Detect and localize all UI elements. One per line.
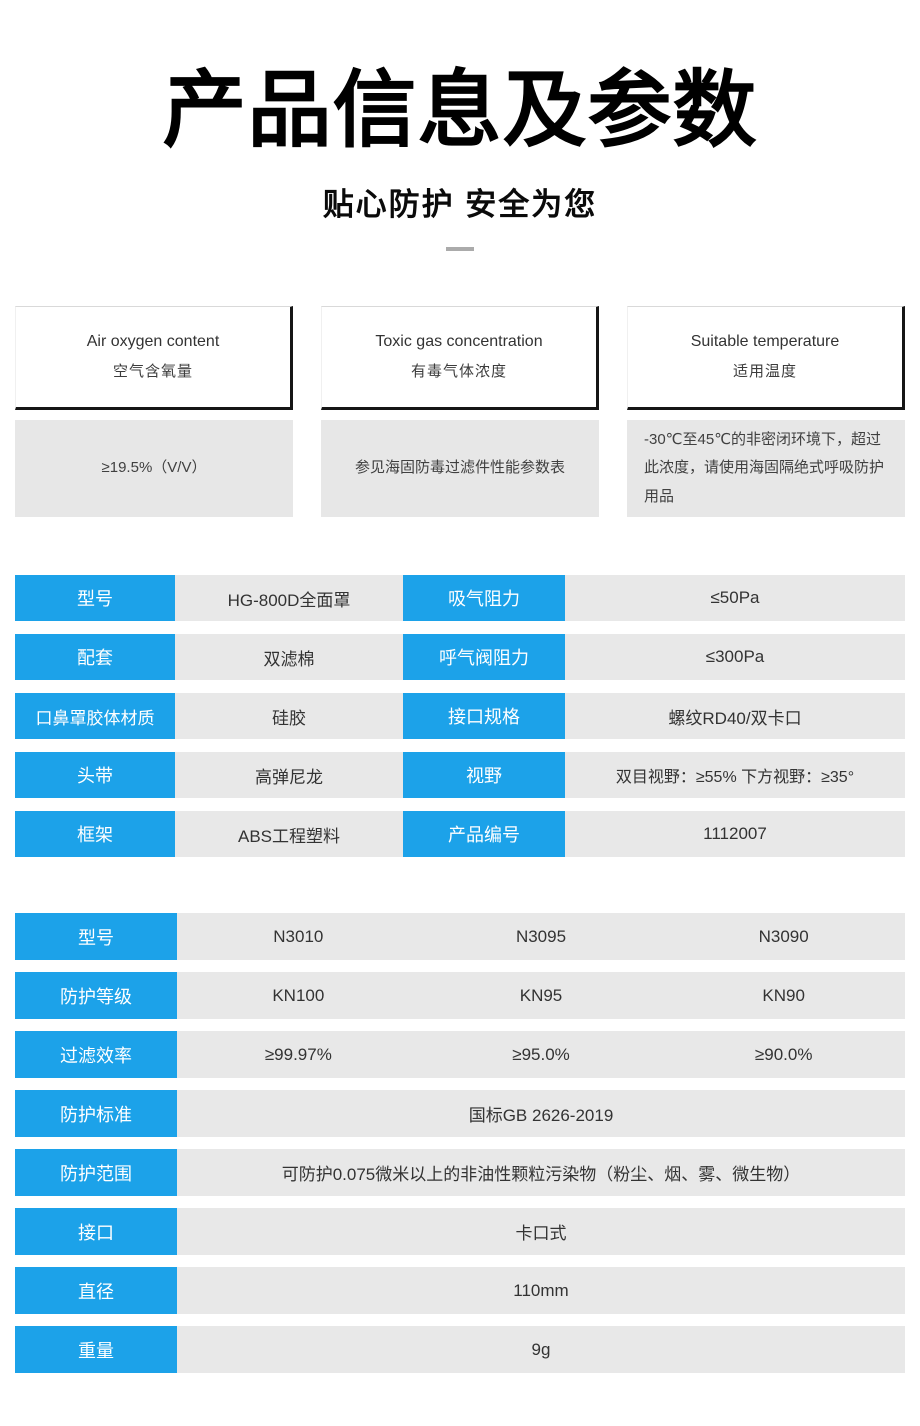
filter-values: 9g	[177, 1326, 905, 1373]
filter-values: ≥99.97% ≥95.0% ≥90.0%	[177, 1031, 905, 1078]
filter-value: KN90	[762, 985, 805, 1005]
spec-label: 产品编号	[403, 811, 565, 857]
filter-label: 直径	[15, 1267, 177, 1314]
table-row: 过滤效率 ≥99.97% ≥95.0% ≥90.0%	[15, 1031, 905, 1078]
card-value: -30℃至45℃的非密闭环境下，超过此浓度，请使用海固隔绝式呼吸防护用品	[627, 420, 905, 517]
card-title-en: Suitable temperature	[690, 333, 840, 350]
card-value: 参见海固防毒过滤件性能参数表	[321, 420, 599, 517]
card-header: Toxic gas concentration 有毒气体浓度	[321, 306, 599, 410]
product-info-page: 产品信息及参数 贴心防护 安全为您 Air oxygen content 空气含…	[0, 0, 920, 1373]
filter-value: KN95	[519, 985, 563, 1005]
filter-label: 重量	[15, 1326, 177, 1373]
filter-value: ≥95.0%	[512, 1044, 570, 1064]
filter-value: 可防护0.075微米以上的非油性颗粒污染物（粉尘、烟、雾、微生物）	[281, 1165, 801, 1184]
filter-value: 110mm	[513, 1280, 569, 1300]
filter-value: 9g	[531, 1339, 551, 1359]
card-value: ≥19.5%（V/V）	[15, 420, 293, 517]
info-card-toxic-gas: Toxic gas concentration 有毒气体浓度 参见海固防毒过滤件…	[321, 306, 599, 517]
info-card-oxygen: Air oxygen content 空气含氧量 ≥19.5%（V/V）	[15, 306, 293, 517]
table-row: 口鼻罩胶体材质 硅胶 接口规格 螺纹RD40/双卡口	[15, 693, 905, 739]
table-row: 防护标准 国标GB 2626-2019	[15, 1090, 905, 1137]
table-row: 型号 HG-800D全面罩 吸气阻力 ≤50Pa	[15, 575, 905, 621]
table-row: 框架 ABS工程塑料 产品编号 1112007	[15, 811, 905, 857]
filter-label: 防护标准	[15, 1090, 177, 1137]
spec-value: 1112007	[565, 811, 905, 857]
table-row: 重量 9g	[15, 1326, 905, 1373]
spec-label: 吸气阻力	[403, 575, 565, 621]
filter-values: 卡口式	[177, 1208, 905, 1255]
info-card-temperature: Suitable temperature 适用温度 -30℃至45℃的非密闭环境…	[627, 306, 905, 517]
card-title-en: Toxic gas concentration	[375, 333, 543, 350]
header-divider	[446, 247, 474, 251]
filter-value: 卡口式	[515, 1224, 567, 1243]
filter-value: ≥90.0%	[754, 1044, 813, 1064]
spec-label: 型号	[15, 575, 175, 621]
page-title: 产品信息及参数	[162, 63, 758, 157]
filter-label: 接口	[15, 1208, 177, 1255]
spec-value: 硅胶	[175, 693, 403, 739]
filter-values: N3010 N3095 N3090	[177, 913, 905, 960]
filter-values: 国标GB 2626-2019	[177, 1090, 905, 1137]
spec-label: 框架	[15, 811, 175, 857]
card-header: Air oxygen content 空气含氧量	[15, 306, 293, 410]
mask-spec-table: 型号 HG-800D全面罩 吸气阻力 ≤50Pa 配套 双滤棉 呼气阀阻力 ≤3…	[0, 575, 920, 857]
spec-value: HG-800D全面罩	[175, 575, 403, 621]
filter-values: KN100 KN95 KN90	[177, 972, 905, 1019]
info-cards: Air oxygen content 空气含氧量 ≥19.5%（V/V） Tox…	[0, 306, 920, 517]
filter-value: 国标GB 2626-2019	[468, 1106, 614, 1125]
filter-values: 可防护0.075微米以上的非油性颗粒污染物（粉尘、烟、雾、微生物）	[177, 1149, 905, 1196]
card-title-en: Air oxygen content	[86, 333, 220, 350]
table-row: 防护等级 KN100 KN95 KN90	[15, 972, 905, 1019]
spec-label: 呼气阀阻力	[403, 634, 565, 680]
page-header: 产品信息及参数 贴心防护 安全为您	[0, 0, 920, 251]
table-row: 防护范围 可防护0.075微米以上的非油性颗粒污染物（粉尘、烟、雾、微生物）	[15, 1149, 905, 1196]
filter-label: 防护范围	[15, 1149, 177, 1196]
card-title-zh: 适用温度	[732, 363, 797, 380]
table-row: 型号 N3010 N3095 N3090	[15, 913, 905, 960]
spec-value: ≤300Pa	[565, 634, 905, 680]
filter-value: N3095	[515, 926, 567, 946]
spec-label: 配套	[15, 634, 175, 680]
spec-label: 头带	[15, 752, 175, 798]
filter-spec-table: 型号 N3010 N3095 N3090 防护等级 KN100 KN95 KN9…	[0, 913, 920, 1373]
table-row: 直径 110mm	[15, 1267, 905, 1314]
card-header: Suitable temperature 适用温度	[627, 306, 905, 410]
spec-label: 视野	[403, 752, 565, 798]
filter-value: KN100	[272, 985, 325, 1005]
spec-value: 高弹尼龙	[175, 752, 403, 798]
spec-value: 螺纹RD40/双卡口	[565, 693, 905, 739]
table-row: 接口 卡口式	[15, 1208, 905, 1255]
card-title-zh: 有毒气体浓度	[410, 363, 507, 380]
table-row: 头带 高弹尼龙 视野 双目视野：≥55% 下方视野：≥35°	[15, 752, 905, 798]
table-row: 配套 双滤棉 呼气阀阻力 ≤300Pa	[15, 634, 905, 680]
spec-value: ≤50Pa	[565, 575, 905, 621]
page-subtitle: 贴心防护 安全为您	[322, 187, 598, 222]
filter-label: 过滤效率	[15, 1031, 177, 1078]
spec-label: 口鼻罩胶体材质	[15, 693, 175, 739]
spec-value: 双滤棉	[175, 634, 403, 680]
spec-label: 接口规格	[403, 693, 565, 739]
filter-value: N3090	[758, 926, 809, 946]
filter-value: N3010	[273, 926, 324, 946]
card-title-zh: 空气含氧量	[112, 363, 193, 380]
filter-label: 型号	[15, 913, 177, 960]
filter-label: 防护等级	[15, 972, 177, 1019]
spec-value: ABS工程塑料	[175, 811, 403, 857]
spec-value: 双目视野：≥55% 下方视野：≥35°	[565, 752, 905, 798]
filter-values: 110mm	[177, 1267, 905, 1314]
filter-value: ≥99.97%	[264, 1044, 332, 1064]
